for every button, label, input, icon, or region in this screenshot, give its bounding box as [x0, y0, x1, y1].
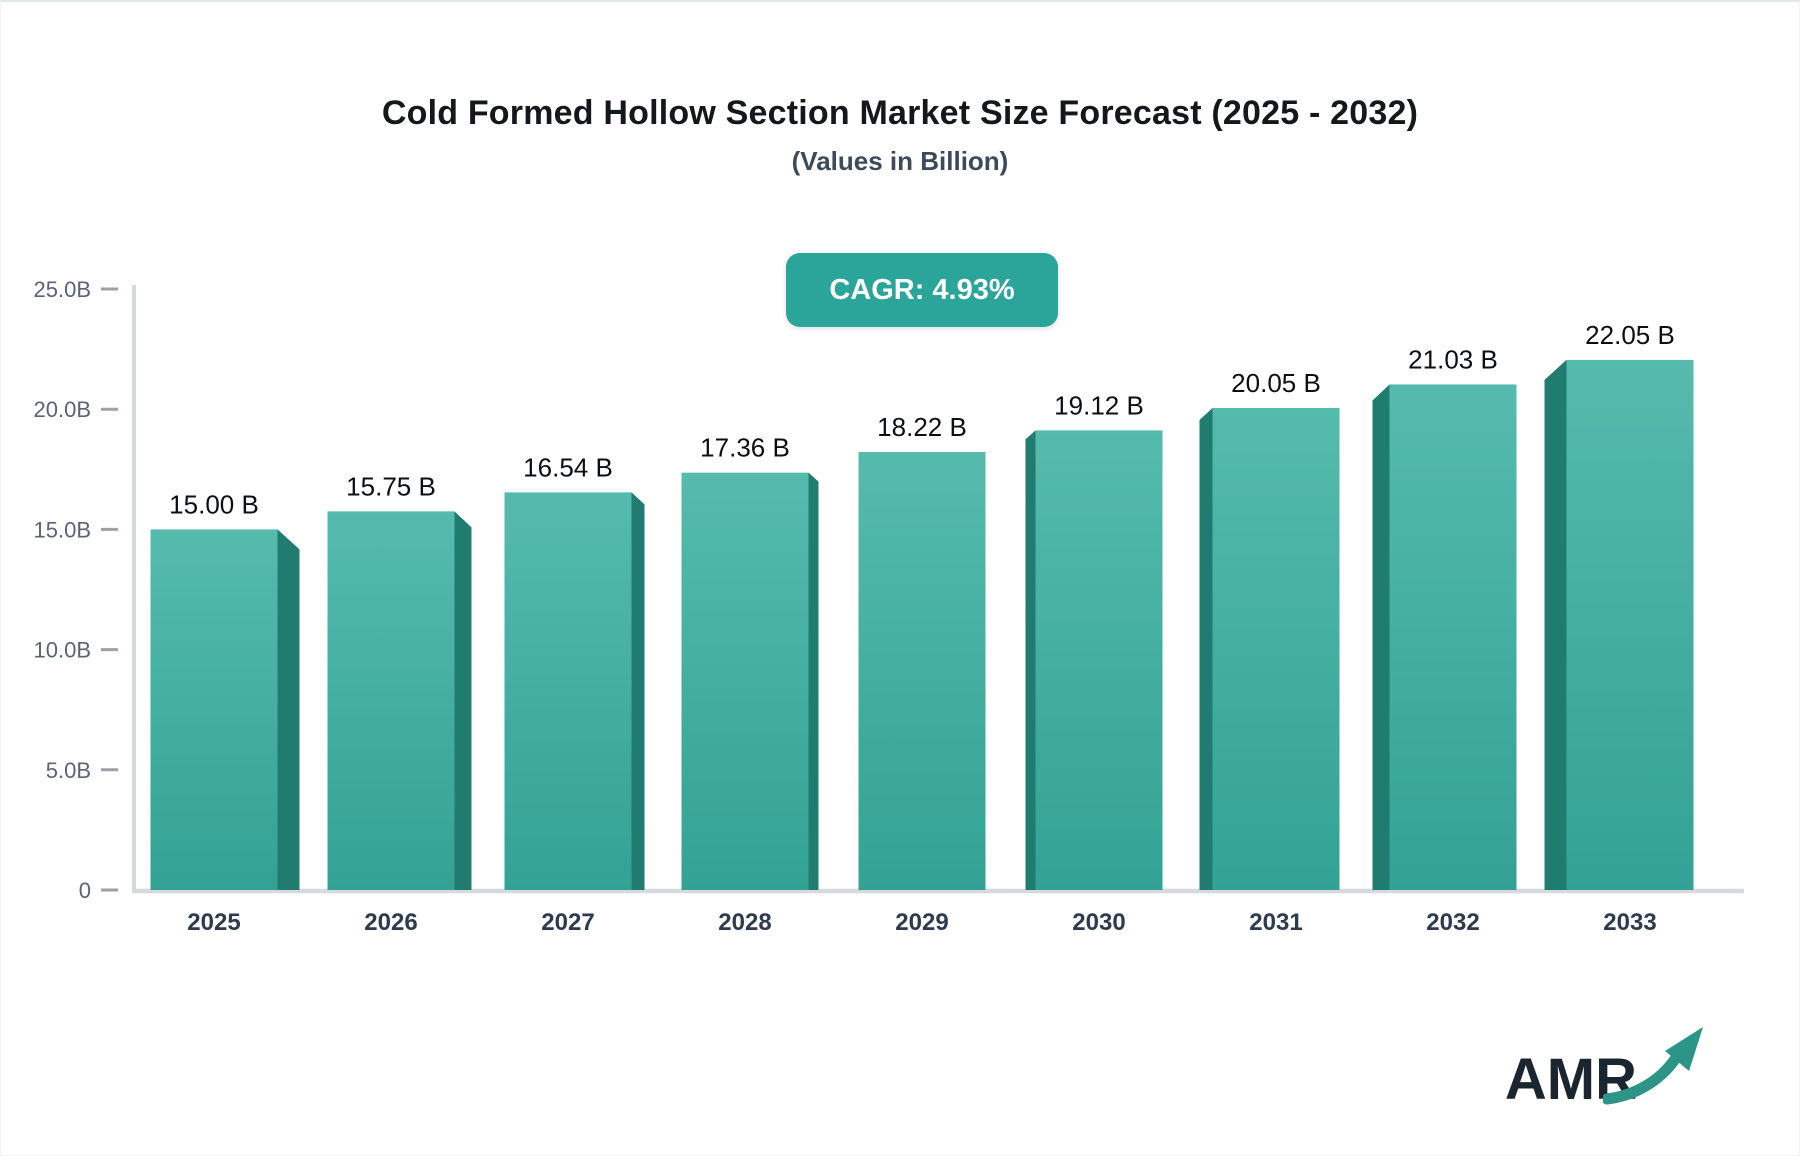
bar-side-2027 [631, 492, 645, 890]
bar-side-2033 [1544, 359, 1567, 891]
x-axis-label-2026: 2026 [364, 909, 417, 936]
bar-value-label-2033: 22.05 B [1585, 320, 1675, 350]
bar-value-label-2032: 21.03 B [1408, 344, 1498, 374]
bar-2033 [1566, 359, 1694, 891]
bar-value-label-2030: 19.12 B [1054, 390, 1144, 420]
x-axis-label-2030: 2030 [1072, 909, 1125, 936]
y-axis-tick-label: 5.0B [46, 758, 91, 783]
x-axis-label-2033: 2033 [1603, 909, 1656, 936]
y-axis-tick-label: 15.0B [34, 517, 92, 542]
bar-value-label-2025: 15.00 B [169, 489, 259, 519]
amr-logo: AMR [1505, 1023, 1707, 1109]
x-axis-label-2027: 2027 [541, 909, 594, 936]
bar-side-2026 [454, 511, 472, 890]
chart-title: Cold Formed Hollow Section Market Size F… [381, 94, 1419, 132]
bar-side-2031 [1199, 407, 1213, 890]
x-axis-label-2029: 2029 [895, 909, 948, 936]
bar-value-label-2028: 17.36 B [700, 433, 790, 463]
bar-side-2030 [1025, 430, 1036, 890]
bar-value-label-2026: 15.75 B [346, 471, 436, 501]
x-axis-label-2025: 2025 [187, 909, 240, 936]
bar-2027 [504, 492, 632, 890]
y-axis-tick-label: 20.0B [34, 397, 92, 422]
bar-2026 [327, 511, 455, 890]
x-axis-label-2032: 2032 [1426, 909, 1479, 936]
bar-side-2028 [808, 472, 819, 890]
bar-2032 [1389, 384, 1517, 890]
y-axis-tick-label: 10.0B [34, 638, 92, 663]
bar-2031 [1212, 407, 1340, 890]
bar-2028 [681, 472, 809, 890]
bar-value-label-2029: 18.22 B [877, 412, 967, 442]
bar-side-2032 [1372, 384, 1390, 890]
bar-value-label-2031: 20.05 B [1231, 368, 1321, 398]
x-axis-label-2028: 2028 [718, 909, 771, 936]
cagr-badge-label: CAGR: 4.93% [829, 273, 1015, 306]
bar-2030 [1035, 430, 1163, 890]
chart-subtitle: (Values in Billion) [791, 146, 1009, 176]
bar-2029 [858, 451, 986, 890]
cagr-badge: CAGR: 4.93% [786, 253, 1058, 327]
bar-value-label-2027: 16.54 B [523, 452, 613, 482]
growth-arrow-icon [1603, 1027, 1703, 1105]
bar-2025 [150, 529, 278, 890]
bar-side-2025 [277, 529, 300, 890]
y-axis-tick-label: 25.0B [34, 277, 92, 302]
x-axis-label-2031: 2031 [1249, 909, 1302, 936]
y-axis-tick-label: 0 [79, 878, 91, 903]
